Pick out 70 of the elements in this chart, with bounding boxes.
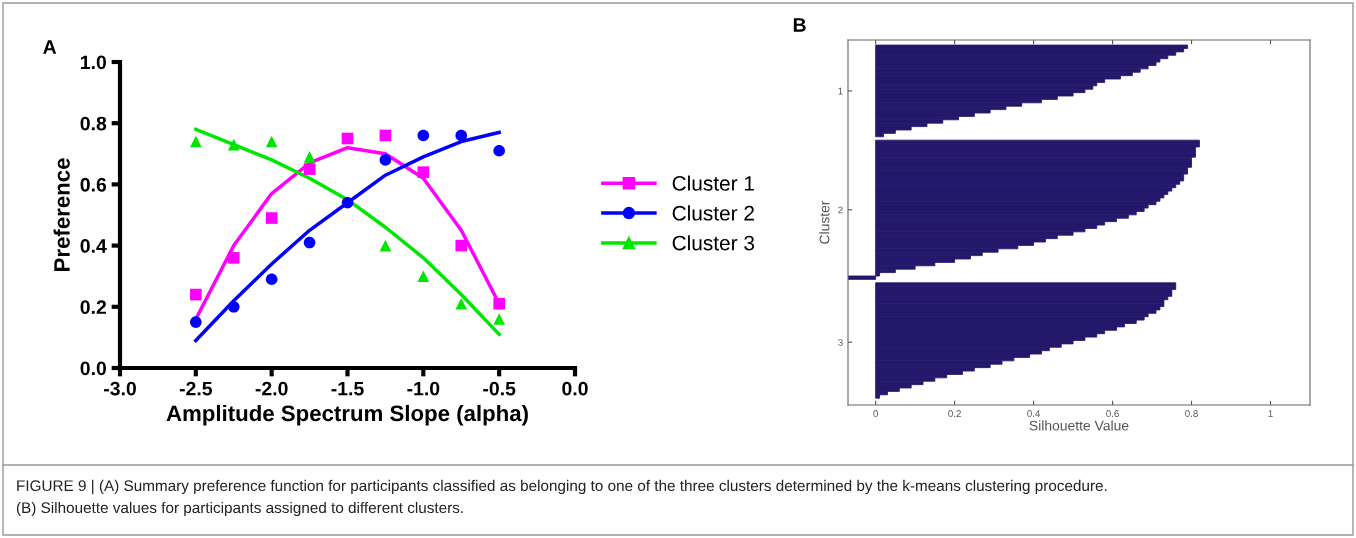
y-tick-label: 0.6 — [80, 177, 107, 192]
point — [493, 297, 505, 310]
point — [379, 239, 392, 252]
y-axis-title: Preference — [53, 158, 70, 271]
x-tick-label: 0.4 — [1027, 410, 1041, 417]
point — [341, 132, 354, 145]
point — [455, 297, 468, 310]
legend-label: Cluster 2 — [672, 205, 754, 221]
x-tick-label: 0.0 — [562, 381, 588, 396]
point — [265, 135, 278, 148]
chart-title: A — [43, 40, 57, 54]
x-tick-label: 0 — [873, 410, 878, 417]
legend-label: Cluster 1 — [672, 175, 754, 191]
x-tick-label: 0.2 — [948, 410, 961, 417]
y-tick-label: 0.2 — [80, 300, 107, 315]
x-tick-label: -1.5 — [331, 381, 364, 396]
bar — [875, 197, 1161, 202]
bar — [875, 156, 1192, 161]
x-tick-label: -3.0 — [104, 381, 136, 396]
bar — [875, 85, 1094, 90]
caption: FIGURE 9 | (A) Summary preference function for participants classified as belonging to one of the three clusters determined by the k-means clustering procedure. — [17, 479, 1107, 495]
text: (B) Silhouette values for participants assigned to different clusters. — [16, 501, 463, 517]
point — [379, 154, 392, 166]
point — [227, 252, 240, 264]
y-tick-label: 0.4 — [80, 239, 107, 253]
point — [227, 300, 240, 313]
y-tick-label: 1.0 — [81, 55, 107, 70]
x-tick-label: 0.8 — [1185, 410, 1198, 417]
point — [417, 129, 430, 142]
legend-label: Cluster 3 — [672, 235, 755, 251]
point — [303, 236, 316, 249]
x-tick-label: -2.0 — [255, 381, 288, 396]
x-axis-title: Silhouette Value — [1029, 420, 1129, 431]
x-tick-label: 0.6 — [1106, 410, 1119, 417]
bar — [875, 207, 1145, 212]
bar — [875, 146, 1196, 151]
point — [190, 288, 202, 301]
bar — [875, 44, 1189, 49]
point — [379, 129, 392, 142]
point — [417, 166, 430, 178]
y-tick-label: 3 — [838, 338, 843, 346]
point — [493, 313, 505, 325]
point — [493, 144, 505, 157]
point — [341, 196, 354, 209]
bar — [875, 309, 1157, 314]
y-tick-label: 2 — [838, 206, 843, 214]
x-tick-label: -2.5 — [179, 381, 213, 396]
point — [455, 239, 468, 252]
x-tick-label: -1.0 — [407, 381, 440, 396]
y-tick-label: 1 — [838, 87, 843, 95]
x-axis-title: Amplitude Spectrum Slope (alpha) — [166, 404, 528, 426]
point — [417, 270, 430, 283]
point — [303, 151, 316, 163]
x-tick-label: -0.5 — [483, 381, 516, 396]
point — [190, 316, 202, 328]
point — [455, 129, 468, 142]
point — [265, 212, 278, 224]
y-tick-label: 0.0 — [80, 361, 107, 376]
point — [303, 163, 316, 175]
y-tick-label: 0.8 — [80, 116, 107, 131]
y-axis-title: Cluster — [819, 200, 830, 244]
x-tick-label: 1 — [1268, 410, 1273, 417]
bar — [848, 275, 877, 280]
point — [265, 273, 278, 286]
bar — [875, 180, 1181, 185]
bar — [875, 190, 1169, 195]
point — [227, 138, 240, 151]
bar — [875, 61, 1157, 66]
point — [190, 135, 202, 148]
chart-title: B — [793, 18, 806, 32]
